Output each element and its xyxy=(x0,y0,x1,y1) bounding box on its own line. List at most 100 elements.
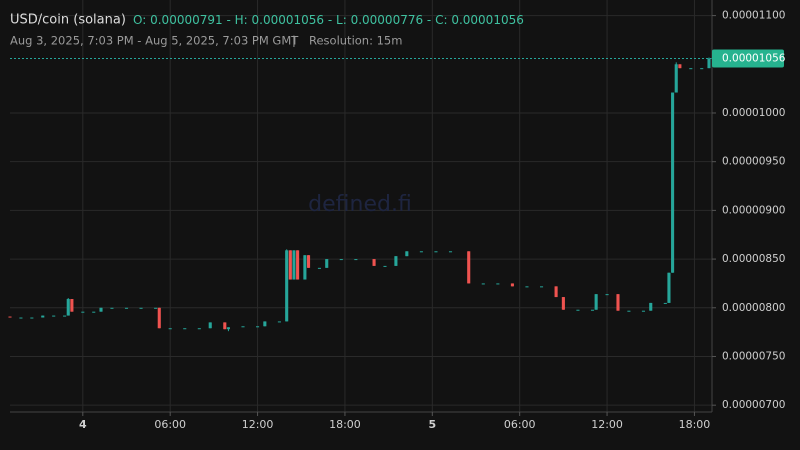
ohlc-key: C: xyxy=(435,13,447,27)
candle-body xyxy=(707,58,711,69)
candle-body xyxy=(256,326,260,328)
candle-body xyxy=(510,283,514,287)
candle-body xyxy=(496,283,500,285)
candle-body xyxy=(605,294,609,296)
candle-body xyxy=(481,283,485,285)
candle-body xyxy=(594,294,598,310)
candle-body xyxy=(678,64,682,69)
last-price-box xyxy=(712,49,784,68)
y-tick-label: 0.00000900 xyxy=(722,204,785,216)
candle-body xyxy=(41,315,45,318)
candle-body xyxy=(394,256,398,266)
watermark: defined.fi xyxy=(308,192,412,217)
candles xyxy=(8,57,712,332)
ohlc-value: 0.00001056 xyxy=(252,13,325,27)
chart-title: USD/coin (solana) xyxy=(10,13,126,28)
dash: - xyxy=(223,13,235,27)
candle-body xyxy=(700,68,704,70)
dash: - xyxy=(324,13,336,27)
candle-body xyxy=(663,302,667,304)
candle-body xyxy=(154,307,158,309)
candle-body xyxy=(168,328,172,330)
x-tick-label: 5 xyxy=(428,418,436,431)
candle-body xyxy=(539,286,544,288)
candle-body xyxy=(434,251,438,253)
candle-body xyxy=(241,326,245,328)
candle-body xyxy=(627,310,631,312)
x-tick-label: 18:00 xyxy=(329,418,361,431)
candle-body xyxy=(110,307,114,309)
x-tick-label: 12:00 xyxy=(242,418,274,431)
candle-body xyxy=(641,310,646,312)
separator: | xyxy=(292,34,296,48)
candle-body xyxy=(448,251,453,253)
candle-body xyxy=(372,259,376,266)
x-tick-label: 06:00 xyxy=(504,418,536,431)
candle-body xyxy=(467,251,471,284)
candle-body xyxy=(70,299,74,312)
ohlc-value: 0.00000776 xyxy=(351,13,424,27)
x-tick-label: 4 xyxy=(79,418,87,431)
candle-body xyxy=(590,309,595,311)
candle-body xyxy=(157,307,161,329)
candle-body xyxy=(19,317,23,319)
candle-body xyxy=(405,251,409,257)
y-tick-label: 0.00000950 xyxy=(722,156,785,168)
ohlc-key: L: xyxy=(336,13,347,27)
x-tick-label: 18:00 xyxy=(679,418,711,431)
candle-body xyxy=(139,307,143,309)
candle-body xyxy=(81,311,85,313)
resolution: Resolution: 15m xyxy=(309,34,402,48)
y-tick-label: 0.00001100 xyxy=(722,10,785,22)
dash: - xyxy=(423,13,435,27)
candle-body xyxy=(277,321,281,323)
candle-body xyxy=(263,321,267,327)
candle-body xyxy=(197,328,201,330)
ohlc-value: 0.00000791 xyxy=(150,13,223,27)
candle-body xyxy=(288,250,292,280)
candle-body xyxy=(383,265,387,267)
candle-body xyxy=(325,259,329,268)
y-tick-label: 0.00000700 xyxy=(722,399,785,411)
candle-body xyxy=(92,311,96,313)
x-tick-label: 06:00 xyxy=(154,418,186,431)
candle-body xyxy=(285,250,289,322)
candle-body xyxy=(52,315,56,317)
candle-body xyxy=(576,309,580,311)
y-tick-label: 0.00001000 xyxy=(722,107,785,119)
candle-body xyxy=(223,322,227,330)
candle-body xyxy=(689,68,693,70)
candle-body xyxy=(339,259,343,261)
y-tick-label: 0.00000800 xyxy=(722,302,785,314)
candle-body xyxy=(226,327,230,330)
candle-body xyxy=(667,272,671,303)
candle-body xyxy=(99,307,103,312)
candle-body xyxy=(649,302,653,311)
candle-body xyxy=(183,328,187,330)
candle-body xyxy=(616,294,620,311)
candle-body xyxy=(674,64,678,93)
candle-body xyxy=(66,299,70,316)
ohlc-value: 0.00001056 xyxy=(451,13,524,27)
ohlc-legend: O: 0.00000791 - H: 0.00001056 - L: 0.000… xyxy=(133,13,524,27)
y-tick-label: 0.00000750 xyxy=(722,350,785,362)
grid xyxy=(10,0,712,412)
candle-body xyxy=(296,250,300,280)
candle-body xyxy=(317,267,322,269)
candle-body xyxy=(419,251,423,253)
candle-body xyxy=(208,322,212,329)
ohlc-text: O: 0.00000791 - H: 0.00001056 - L: 0.000… xyxy=(133,13,524,27)
candle-body xyxy=(671,92,675,273)
candle-body xyxy=(303,255,307,280)
candle-body xyxy=(292,250,296,280)
candle-body xyxy=(306,255,311,268)
candle-body xyxy=(124,307,129,309)
ohlc-key: O: xyxy=(133,13,146,27)
date-range: Aug 3, 2025, 7:03 PM - Aug 5, 2025, 7:03… xyxy=(10,34,299,48)
ohlc-key: H: xyxy=(235,13,248,27)
candle-body xyxy=(354,259,358,261)
x-tick-label: 12:00 xyxy=(591,418,623,431)
candle-body xyxy=(30,317,34,319)
